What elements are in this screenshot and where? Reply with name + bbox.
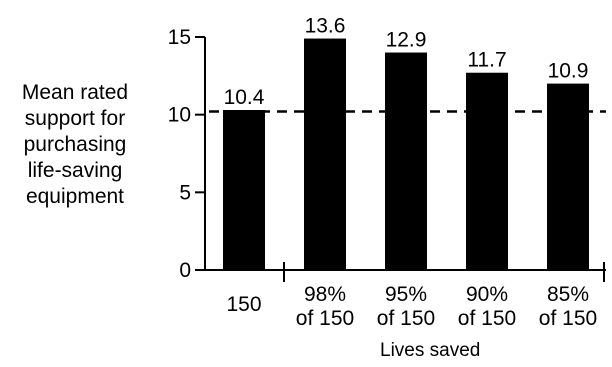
y-tick-label: 15 (168, 26, 191, 49)
x-category-label: 90% (466, 283, 508, 306)
x-axis-label: Lives saved (380, 340, 481, 361)
bar (466, 72, 508, 270)
x-category-label: 98% (304, 283, 346, 306)
bar (547, 83, 589, 270)
x-category-label: of 150 (296, 307, 354, 330)
y-axis-label-line: support for (24, 107, 126, 130)
y-tick-label: 10 (168, 104, 191, 127)
x-category-label: 85% (547, 283, 589, 306)
y-axis-label-line: purchasing (23, 133, 127, 156)
y-tick-label: 5 (179, 181, 191, 204)
x-category-label: of 150 (539, 307, 597, 330)
y-axis-label-line: life-saving (27, 159, 123, 182)
y-axis-label-line: Mean rated (21, 81, 129, 104)
bar-value-label: 13.6 (305, 15, 346, 38)
y-axis-label: Mean rated support for purchasing life-s… (0, 80, 150, 210)
x-category-label: 95% (385, 283, 427, 306)
bar-value-label: 12.9 (386, 29, 427, 52)
bar (385, 52, 427, 271)
bar (223, 110, 265, 270)
x-category-label: of 150 (458, 307, 516, 330)
bar-value-label: 10.9 (548, 60, 589, 83)
bar-value-label: 10.4 (224, 86, 265, 109)
x-category-label: 150 (226, 293, 261, 316)
y-axis-label-line: equipment (25, 185, 125, 208)
bar-value-label: 11.7 (467, 49, 506, 72)
y-tick-label: 0 (179, 259, 191, 282)
x-category-label: of 150 (377, 307, 435, 330)
bar (304, 38, 346, 271)
